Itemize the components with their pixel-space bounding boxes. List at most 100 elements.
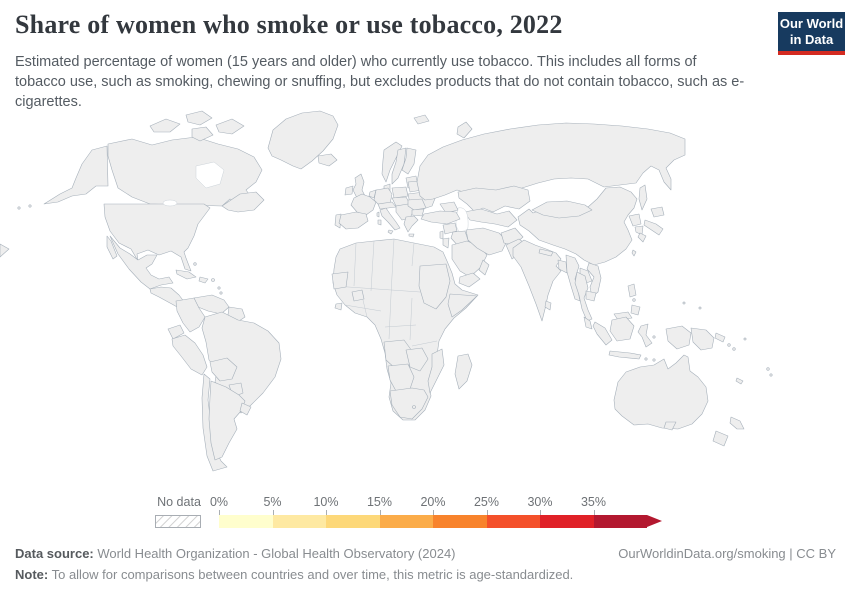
country-hispaniola[interactable] [198,276,209,284]
country-ecuador[interactable] [167,324,185,340]
country-sweden[interactable] [391,147,407,185]
country-sierra-leone[interactable] [334,302,343,311]
country-chile[interactable] [201,373,228,472]
country-cuba[interactable] [175,269,197,280]
country-australia-tasmania[interactable] [663,421,677,431]
country-caucasus[interactable] [439,201,459,214]
legend-no-data-swatch[interactable] [155,515,201,528]
country-iceland[interactable] [317,153,338,167]
country-kazakhstan[interactable] [457,185,531,213]
country-france[interactable] [350,193,377,216]
country-indonesia-java[interactable] [608,350,642,360]
country-papua-new-guinea[interactable] [690,327,715,351]
country-bahamas[interactable] [193,262,197,266]
country-oman[interactable] [478,259,490,276]
country-canada-arctic[interactable] [191,126,214,142]
country-italy-sardinia[interactable] [377,219,382,226]
country-russia-novaya-zemlya[interactable] [456,121,473,139]
country-canada-east[interactable] [221,191,265,213]
country-benelux[interactable] [368,189,377,199]
country-micronesia[interactable] [682,301,686,305]
country-south-africa[interactable] [389,387,429,420]
country-malaysia-borneo[interactable] [613,311,633,321]
country-japan-honshu[interactable] [643,219,664,236]
country-new-zealand-south[interactable] [712,430,729,447]
country-turkey[interactable] [420,210,461,225]
country-sri-lanka[interactable] [544,300,552,311]
country-united-states-aleutians[interactable] [17,206,21,210]
country-central-asia[interactable] [463,208,518,228]
country-micronesia[interactable] [698,306,702,310]
country-north-korea[interactable] [628,213,642,227]
country-indonesia-lesser-sunda[interactable] [652,358,656,362]
country-cambodia[interactable] [585,290,597,302]
country-caribbean[interactable] [217,286,221,290]
country-solomon-islands[interactable] [732,347,736,351]
country-mongolia[interactable] [531,200,593,219]
country-caribbean[interactable] [219,291,223,295]
legend-color-scale[interactable]: 0% 5% 10% 15% 20% 25% 30% 35% [210,495,689,535]
country-israel-jordan[interactable] [442,237,450,249]
country-malaysia[interactable] [583,316,593,330]
country-venezuela[interactable] [193,294,230,315]
country-indonesia-lesser-sunda[interactable] [644,357,648,361]
legend-bin-15%[interactable] [379,515,433,528]
legend-bin-30%[interactable] [540,515,594,528]
country-indonesia-sumatra[interactable] [592,321,613,346]
owid-logo[interactable]: Our World in Data [778,12,845,55]
country-greenland[interactable] [267,110,339,170]
country-italy-sicily[interactable] [387,229,394,235]
country-mexico-baja[interactable] [106,235,118,260]
country-yemen[interactable] [458,272,481,288]
country-philippines-mindanao[interactable] [630,304,641,316]
country-india[interactable] [512,239,562,322]
country-taiwan[interactable] [631,249,637,257]
legend-bin-35%[interactable] [593,515,647,528]
country-zambia-zimbabwe[interactable] [405,347,429,372]
country-indonesia-borneo[interactable] [609,316,635,342]
country-western-sahara[interactable] [331,271,349,290]
country-portugal[interactable] [334,213,342,229]
country-ireland[interactable] [344,185,354,196]
country-romania[interactable] [407,198,427,211]
country-mexico[interactable] [109,235,174,290]
country-new-caledonia[interactable] [735,377,744,385]
country-solomon-islands[interactable] [727,343,731,347]
country-madagascar[interactable] [454,353,473,390]
country-peru[interactable] [171,334,208,376]
country-nepal[interactable] [538,248,554,257]
country-somalia[interactable] [447,293,478,318]
country-philippines-luzon[interactable] [627,283,637,298]
country-canada-arctic[interactable] [215,118,245,135]
legend-bin-10%[interactable] [326,515,380,528]
country-new-zealand-north[interactable] [729,416,745,430]
country-fiji-vanuatu[interactable] [769,373,773,377]
country-fiji-vanuatu[interactable] [766,367,770,371]
country-indonesia-moluccas[interactable] [652,335,656,339]
country-indonesia-sulawesi[interactable] [637,323,653,348]
country-france-corsica[interactable] [376,211,380,218]
country-greece-crete[interactable] [408,233,415,238]
country-bolivia[interactable] [209,357,238,382]
country-japan-kyushu[interactable] [637,232,647,243]
country-micronesia[interactable] [743,337,747,341]
country-norway[interactable] [381,141,403,183]
country-mozambique[interactable] [427,348,445,394]
country-indonesia-west-papua[interactable] [665,325,692,350]
country-syria[interactable] [442,222,458,235]
country-canada[interactable] [107,136,263,207]
country-sudan[interactable] [418,263,451,310]
country-argentina[interactable] [208,380,246,461]
country-bulgaria[interactable] [411,208,425,217]
country-spain[interactable] [338,211,369,230]
country-united-states-alaska[interactable] [43,145,109,205]
country-svalbard[interactable] [413,114,430,125]
country-uruguay[interactable] [239,402,252,416]
country-italy[interactable] [379,207,401,231]
country-puerto-rico[interactable] [211,278,215,282]
country-russia-wrap[interactable] [0,243,10,258]
legend-bin-20%[interactable] [433,515,487,528]
country-poland[interactable] [391,186,409,199]
country-iran[interactable] [465,227,508,256]
legend-bin-25%[interactable] [486,515,540,528]
